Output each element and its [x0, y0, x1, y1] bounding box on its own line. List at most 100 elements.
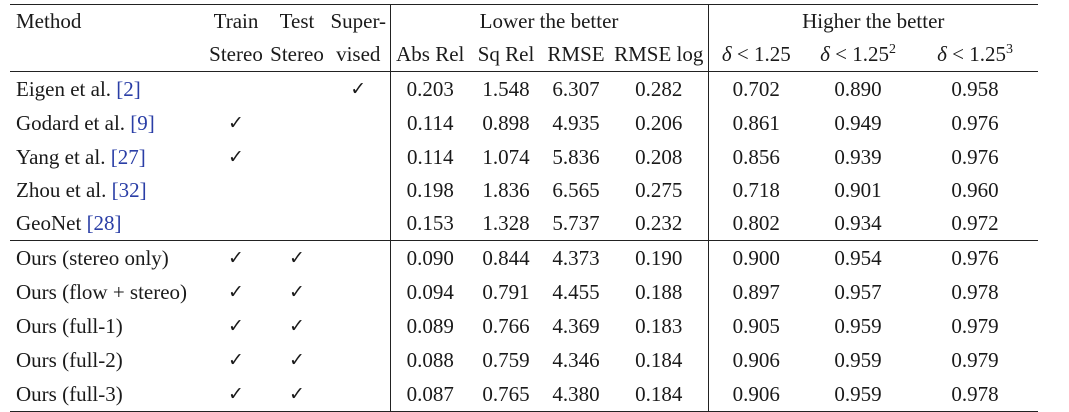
abs-rel-value: 0.089: [389, 309, 470, 343]
rmse-value: 4.380: [542, 377, 610, 412]
table-row: Ours (stereo only) ✓ ✓ 0.090 0.844 4.373 0.190…: [10, 240, 1039, 275]
delta-1-value: 0.897: [707, 275, 805, 309]
checkmark-icon: ✓: [289, 281, 305, 303]
rmse-log-value: 0.183: [635, 313, 683, 338]
rmse-log-value: 0.184: [610, 377, 709, 412]
citation-link[interactable]: [28]: [86, 211, 122, 235]
abs-rel-value: 0.153: [389, 207, 470, 241]
citation-link[interactable]: [27]: [110, 144, 146, 169]
method-name: Ours (flow + stereo): [16, 279, 188, 304]
rmse-log-value: 0.275: [635, 178, 683, 202]
delta-2-value: 0.901: [834, 178, 882, 202]
table-body: Eigen et al. [2] ✓ 0.203 1.548 6.307 0.282 0.7…: [10, 71, 1039, 412]
header-test-line1: Test: [267, 4, 327, 38]
sq-rel-value: 1.328: [482, 211, 530, 235]
rmse-log-value: 0.184: [635, 347, 683, 372]
delta-1-value: 0.718: [707, 174, 805, 207]
delta-3-value: 0.960: [951, 178, 999, 202]
test-stereo-check-cell: ✓: [267, 275, 327, 309]
delta-1-value: 0.906: [707, 343, 805, 377]
header-supervised-line2: vised: [336, 42, 381, 66]
train-stereo-check-cell: ✓: [205, 343, 267, 377]
header-train-line2: Stereo: [209, 42, 263, 66]
delta-3-value: 0.979: [951, 313, 999, 338]
abs-rel-value: 0.114: [389, 106, 470, 140]
abs-rel-value: 0.090: [389, 240, 470, 275]
method-name: Ours (full-2): [16, 347, 123, 372]
rmse-log-value: 0.190: [610, 240, 709, 275]
sq-rel-value: 1.548: [470, 71, 542, 106]
delta-2-value: 0.949: [834, 110, 882, 135]
supervised-check-cell: [327, 309, 390, 343]
rmse-value: 6.307: [542, 71, 610, 106]
train-stereo-check-cell: ✓: [205, 309, 267, 343]
method-cell: GeoNet [28]: [10, 207, 205, 241]
delta-3-value: 0.976: [912, 240, 1039, 275]
checkmark-icon: ✓: [228, 247, 244, 269]
delta-2-value: 0.959: [834, 313, 882, 338]
checkmark-icon: ✓: [289, 315, 305, 337]
delta-2-value: 0.959: [804, 377, 913, 412]
checkmark-icon: ✓: [228, 383, 244, 405]
citation-link[interactable]: [32]: [111, 178, 147, 202]
abs-rel-value: 0.114: [389, 140, 470, 174]
delta-1-value: 0.861: [707, 106, 805, 140]
header-train-line1: Train: [205, 4, 267, 38]
delta-3-value: 0.958: [912, 71, 1039, 106]
delta-3-value: 0.978: [951, 279, 999, 304]
method-cell: Ours (flow + stereo): [10, 275, 205, 309]
test-stereo-check-cell: ✓: [267, 343, 327, 377]
header-rmse-log: RMSE log: [614, 42, 704, 66]
header-delta-2: δ < 1.252: [804, 38, 912, 72]
header-rmse: RMSE: [547, 42, 605, 66]
header-higher-better: Higher the better: [707, 4, 1039, 38]
citation-link[interactable]: [2]: [116, 76, 141, 101]
delta-1-value: 0.900: [707, 240, 805, 275]
supervised-check-cell: [327, 207, 390, 241]
header-method-spacer: [10, 38, 205, 72]
sq-rel-value: 0.765: [470, 377, 542, 412]
method-cell: Ours (full-3): [10, 377, 205, 412]
delta-1-value: 0.856: [707, 140, 805, 174]
citation-link[interactable]: [9]: [130, 110, 155, 135]
rmse-value: 5.836: [552, 144, 600, 169]
delta-2-value: 0.939: [834, 144, 882, 169]
delta-2-value: 0.934: [834, 211, 882, 235]
header-method: Method: [10, 4, 205, 38]
checkmark-icon: ✓: [228, 112, 244, 134]
supervised-check-cell: [327, 343, 390, 377]
header-sq-rel: Sq Rel: [477, 42, 535, 66]
method-name: Yang et al.: [16, 144, 111, 169]
delta-2-value: 0.957: [834, 279, 882, 304]
rmse-value: 4.455: [552, 279, 600, 304]
delta-threshold: < 1.25: [736, 42, 791, 66]
table-row: Ours (full-2) ✓ ✓ 0.088 0.759 4.346 0.184 0.906…: [10, 343, 1038, 377]
header-supervised-line1: Super-: [327, 4, 390, 38]
train-stereo-check-cell: [205, 71, 267, 106]
delta-3-value: 0.976: [951, 110, 999, 135]
rmse-log-value: 0.232: [635, 211, 683, 235]
rmse-value: 6.565: [552, 178, 600, 202]
supervised-check-cell: [327, 106, 390, 140]
checkmark-icon: ✓: [350, 78, 367, 100]
table-row: Ours (full-3) ✓ ✓ 0.087 0.765 4.380 0.184 0.906…: [10, 377, 1039, 412]
delta-2-value: 0.890: [804, 71, 913, 106]
delta-threshold: < 1.25: [952, 42, 1006, 66]
sq-rel-value: 0.766: [482, 313, 530, 338]
checkmark-icon: ✓: [228, 349, 244, 371]
train-stereo-check-cell: ✓: [205, 275, 267, 309]
test-stereo-check-cell: ✓: [267, 309, 327, 343]
checkmark-icon: ✓: [289, 247, 305, 269]
sq-rel-value: 0.898: [482, 110, 530, 135]
method-name: Ours (stereo only): [16, 245, 169, 270]
abs-rel-value: 0.094: [389, 275, 470, 309]
supervised-check-cell: [327, 240, 390, 275]
delta-1-value: 0.702: [707, 71, 805, 106]
delta-2-value: 0.954: [804, 240, 913, 275]
abs-rel-value: 0.088: [389, 343, 470, 377]
results-table: Method Train Test Super- Lower the bette…: [10, 4, 1039, 412]
delta-3-value: 0.979: [951, 347, 999, 372]
table-row: Ours (full-1) ✓ ✓ 0.089 0.766 4.369 0.183 0.905…: [10, 309, 1038, 343]
train-stereo-check-cell: ✓: [205, 240, 267, 275]
delta-1-value: 0.905: [707, 309, 805, 343]
